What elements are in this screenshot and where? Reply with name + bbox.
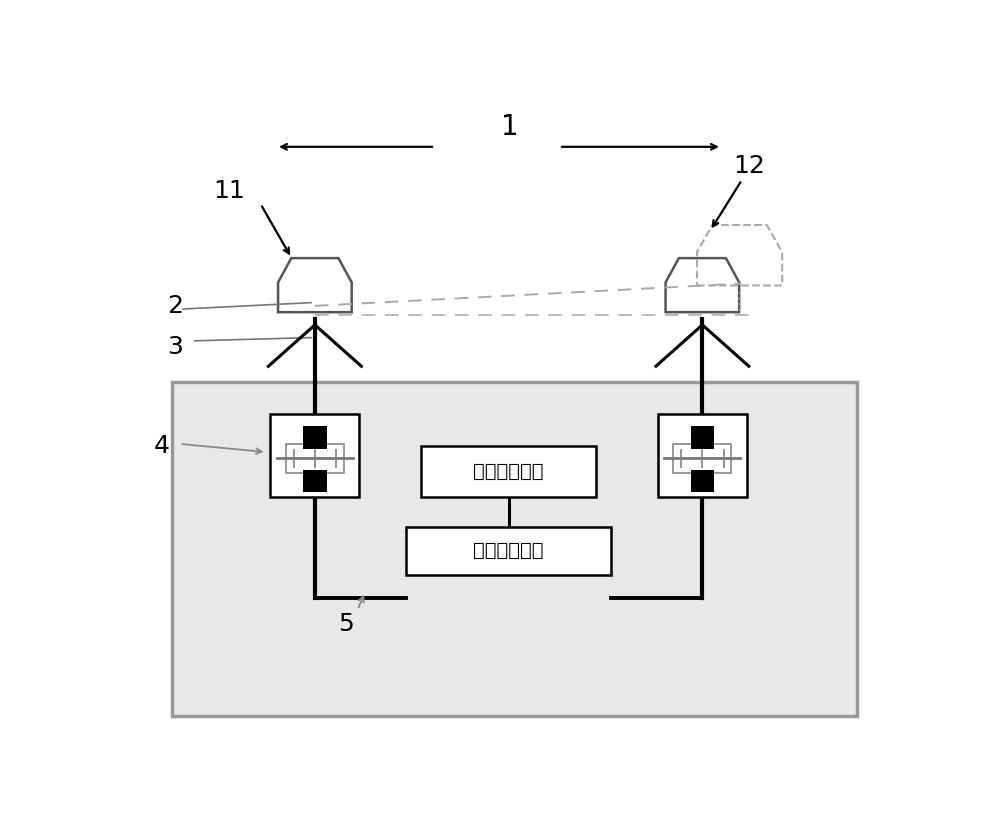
Text: 3: 3 (167, 335, 183, 359)
Bar (303, 426, 326, 449)
Text: 4: 4 (154, 434, 170, 458)
Text: 角度测试系统: 角度测试系统 (473, 541, 544, 560)
Text: 1: 1 (501, 113, 519, 141)
Bar (286, 444, 344, 473)
Bar (691, 426, 714, 449)
Bar (673, 444, 731, 473)
Bar (658, 414, 747, 496)
Bar (421, 446, 596, 496)
Bar (406, 527, 611, 575)
Bar (303, 470, 326, 492)
Text: 11: 11 (214, 179, 246, 203)
Text: 多频点接收机: 多频点接收机 (473, 462, 544, 481)
Text: 12: 12 (733, 154, 765, 178)
Bar (270, 414, 359, 496)
Text: 2: 2 (167, 294, 183, 318)
Text: 5: 5 (338, 612, 354, 636)
Bar (691, 470, 714, 492)
Bar (172, 382, 857, 716)
